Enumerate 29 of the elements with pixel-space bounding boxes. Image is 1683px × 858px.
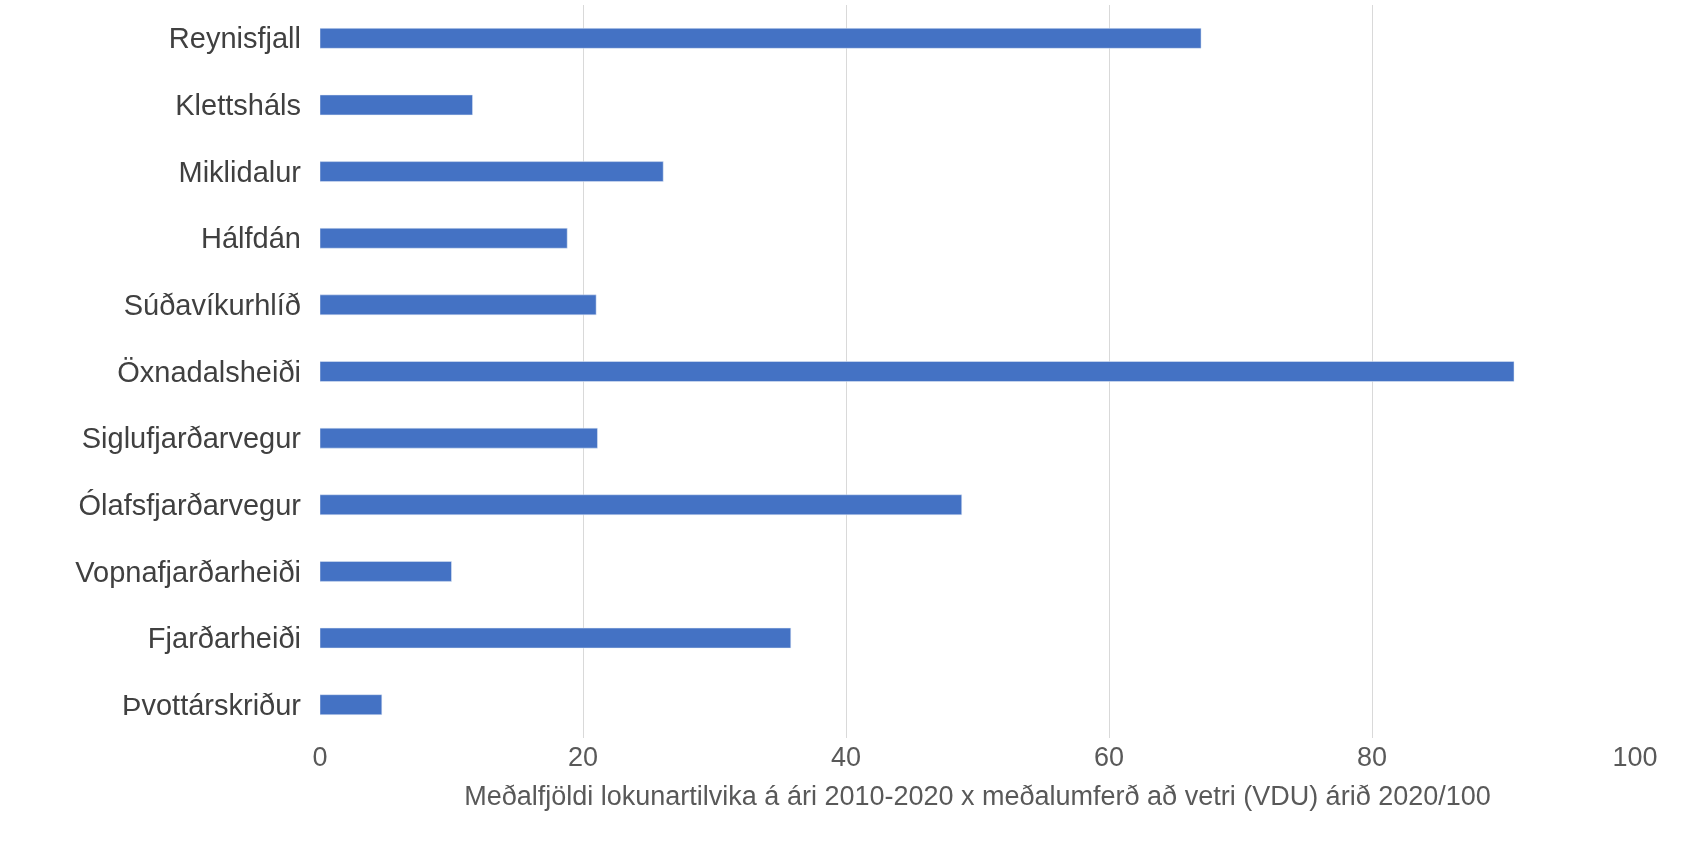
y-tick-label: Siglufjarðarvegur [81, 422, 302, 455]
bar [320, 694, 383, 715]
bar [320, 227, 568, 249]
bar [320, 28, 1202, 49]
bar [320, 94, 473, 116]
y-tick-label: Klettsháls [175, 89, 301, 122]
y-tick-label: Fjarðarheiði [147, 622, 301, 655]
bar [320, 627, 792, 649]
x-axis-title: Meðalfjöldi lokunartilvika á ári 2010-2020 x meðalumferð að vetri (VDU) árið 2020/100 [464, 781, 1491, 812]
x-tick-label: 60 [1093, 742, 1125, 772]
y-tick-label: Súðavíkurhlíð [123, 289, 301, 322]
x-tick-label: 80 [1356, 742, 1388, 772]
y-tick-label: Reynisfjall [168, 22, 301, 55]
y-tick-label: Öxnadalsheiði [117, 355, 301, 388]
bar [320, 561, 452, 582]
y-tick-label: Miklidalur [178, 155, 302, 188]
x-tick-label: 20 [567, 742, 599, 772]
bar [320, 361, 1515, 382]
x-tick-label: 40 [830, 742, 862, 772]
y-tick-label: Ólafsfjarðarvegur [78, 488, 302, 521]
bar [320, 427, 598, 449]
bar [320, 161, 664, 182]
x-tick-label: 0 [312, 742, 328, 772]
y-tick-label: Hálfdán [201, 222, 301, 255]
y-tick-label: Vopnafjarðarheiði [75, 555, 301, 588]
bar [320, 494, 962, 516]
x-tick-label: 100 [1612, 742, 1658, 772]
bar [320, 294, 597, 316]
y-tick-label: Þvottárskriður [122, 688, 302, 721]
